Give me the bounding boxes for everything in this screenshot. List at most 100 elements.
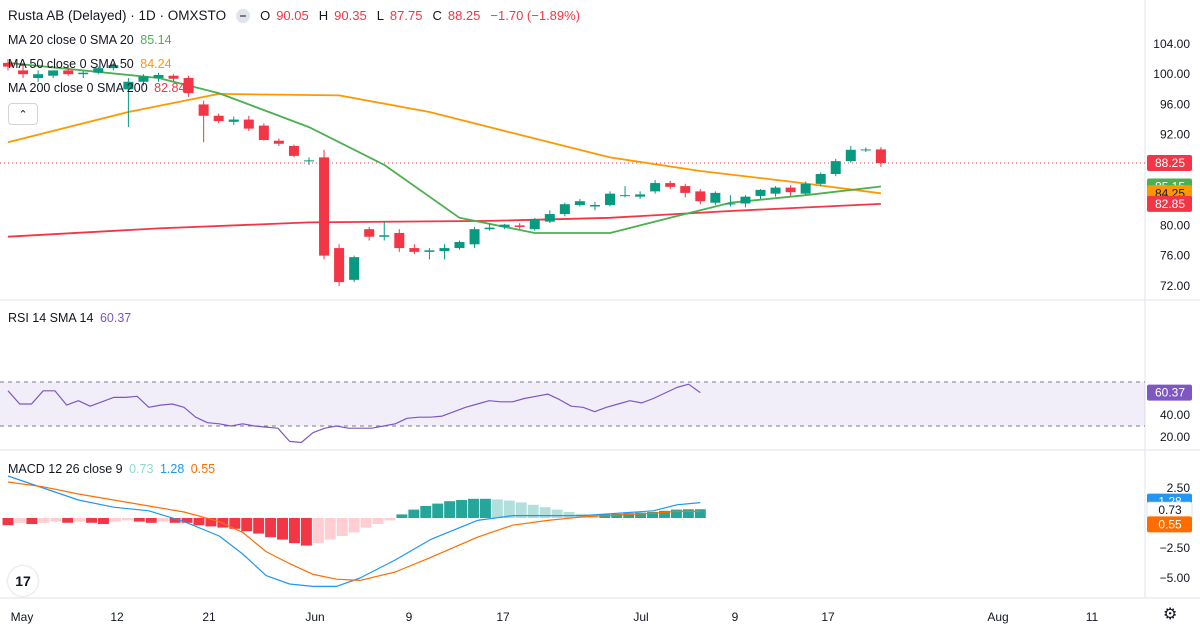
ma200-legend[interactable]: MA 200 close 0 SMA 200 82.84 xyxy=(8,80,188,96)
macd-histogram-bar xyxy=(682,509,694,518)
candle-body xyxy=(288,146,299,156)
candle-body xyxy=(755,189,766,196)
candle-body xyxy=(138,76,149,82)
candle-body xyxy=(499,224,510,227)
macd-histogram-bar xyxy=(121,518,133,521)
price-tick-label: 76.00 xyxy=(1160,249,1190,263)
candle-body xyxy=(78,72,89,75)
macd-histogram-bar xyxy=(551,509,563,518)
candle-body xyxy=(63,70,74,75)
close-label: C xyxy=(432,8,442,23)
macd-histogram-bar xyxy=(145,518,157,523)
candle-body xyxy=(800,183,811,194)
macd-histogram-bar xyxy=(384,518,396,521)
candle-body xyxy=(364,229,375,237)
candle-body xyxy=(349,257,360,280)
macd-histogram-bar xyxy=(515,502,527,518)
macd-histogram-bar xyxy=(253,518,265,534)
change-value: −1.70 (−1.89%) xyxy=(490,8,581,23)
tradingview-logo-icon[interactable]: 17 xyxy=(8,566,38,596)
price-tick-label: 80.00 xyxy=(1160,218,1190,232)
macd-histogram-bar xyxy=(74,518,86,522)
macd-histogram-bar xyxy=(14,518,26,523)
macd-histogram-bar xyxy=(372,518,384,524)
time-tick-label: 9 xyxy=(406,610,413,624)
macd-legend[interactable]: MACD 12 26 close 9 0.73 1.28 0.55 xyxy=(8,461,218,477)
high-value: 90.35 xyxy=(334,8,367,23)
macd-histogram-bar xyxy=(181,518,193,523)
time-tick-label: 17 xyxy=(496,610,510,624)
macd-histogram-bar xyxy=(205,518,217,527)
candle-body xyxy=(334,248,345,283)
minus-icon[interactable] xyxy=(236,8,251,23)
candle-body xyxy=(785,187,796,193)
gear-icon[interactable]: ⚙ xyxy=(1163,606,1178,623)
macd-histogram-bar xyxy=(396,514,408,518)
time-tick-label: Jul xyxy=(633,610,648,624)
candle-body xyxy=(3,62,13,67)
candle-body xyxy=(725,203,736,205)
rsi-band xyxy=(0,382,1145,426)
macd-legend-hist-value: 0.73 xyxy=(129,462,154,476)
macd-histogram-bar xyxy=(312,518,324,544)
candle-body xyxy=(454,242,465,249)
macd-histogram-bar xyxy=(324,518,336,540)
candle-body xyxy=(409,248,420,252)
rsi-legend[interactable]: RSI 14 SMA 14 60.37 xyxy=(8,310,134,326)
candle-body xyxy=(860,149,871,151)
candle-body xyxy=(514,225,525,227)
time-tick-label: 11 xyxy=(1086,610,1099,624)
ma200-legend-value: 82.84 xyxy=(154,81,186,95)
candle-body xyxy=(273,140,284,144)
candle-body xyxy=(845,149,856,162)
macd-tick-label: 2.50 xyxy=(1167,481,1191,495)
candle-body xyxy=(544,214,555,222)
macd-histogram-bar xyxy=(611,513,623,518)
rsi-legend-label: RSI 14 SMA 14 xyxy=(8,311,94,325)
candle-body xyxy=(304,160,314,162)
ma20-legend-value: 85.14 xyxy=(140,33,172,47)
macd-histogram-bar xyxy=(670,509,682,518)
macd-histogram-bar xyxy=(2,518,14,526)
macd-tick-label: −2.50 xyxy=(1160,541,1191,555)
macd-histogram-bar xyxy=(98,518,109,524)
macd-histogram-bar xyxy=(241,518,253,532)
candle-body xyxy=(665,183,676,187)
high-label: H xyxy=(318,8,329,23)
symbol-title[interactable]: Rusta AB (Delayed) · 1D · OMXSTO xyxy=(8,8,227,23)
candle-body xyxy=(18,70,29,75)
collapse-legend-button[interactable]: ⌃ xyxy=(8,103,38,125)
candle-body xyxy=(650,183,661,192)
candle-body xyxy=(319,157,330,256)
logo-text: 17 xyxy=(15,573,31,589)
macd-histogram-bar xyxy=(479,498,491,518)
macd-histogram-bar xyxy=(527,504,539,518)
time-tick-label: Aug xyxy=(987,610,1008,624)
close-value: 88.25 xyxy=(447,8,481,23)
candle-body xyxy=(439,248,450,252)
macd-histogram-bar xyxy=(444,501,456,518)
rsi-label-text: 60.37 xyxy=(1155,386,1185,400)
macd-histogram-bar xyxy=(336,518,348,536)
ma50-legend[interactable]: MA 50 close 0 SMA 50 84.24 xyxy=(8,56,175,72)
rsi-tick-label: 40.00 xyxy=(1160,408,1190,422)
price-tick-label: 92.00 xyxy=(1160,128,1190,142)
macd-histogram-bar xyxy=(109,518,121,522)
candle-body xyxy=(680,186,691,193)
price-tick-label: 96.00 xyxy=(1160,97,1190,111)
macd-histogram-bar xyxy=(408,509,420,518)
candle-body xyxy=(559,204,570,215)
macd-histogram-bar xyxy=(491,499,503,518)
macd-histogram-bar xyxy=(503,500,515,518)
macd-histogram-bar xyxy=(623,513,635,518)
price-label-text: 88.25 xyxy=(1155,156,1185,170)
candle-body xyxy=(770,187,781,194)
rsi-tick-label: 20.00 xyxy=(1160,430,1190,444)
ma20-legend[interactable]: MA 20 close 0 SMA 20 85.14 xyxy=(8,32,175,48)
macd-legend-label: MACD 12 26 close 9 xyxy=(8,462,123,476)
candle-body xyxy=(695,191,706,202)
candle-body xyxy=(529,219,540,230)
candle-body xyxy=(589,204,600,207)
candle-body xyxy=(48,70,59,76)
